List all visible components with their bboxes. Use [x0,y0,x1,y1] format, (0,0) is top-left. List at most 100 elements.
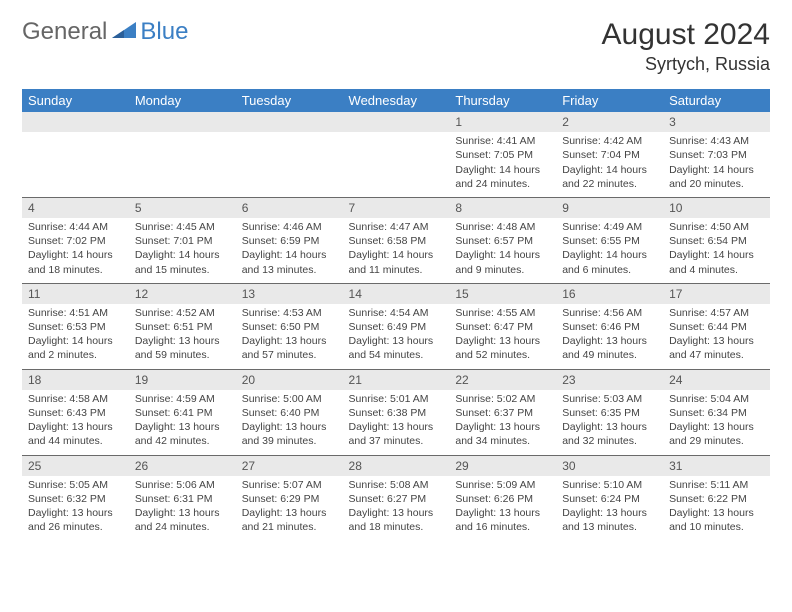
day-body: Sunrise: 4:43 AMSunset: 7:03 PMDaylight:… [663,132,770,197]
day-body: Sunrise: 5:08 AMSunset: 6:27 PMDaylight:… [343,476,450,541]
sunset-line: Sunset: 6:50 PM [242,320,337,334]
sunset-line: Sunset: 6:32 PM [28,492,123,506]
day-number-bar: 4 [22,198,129,218]
sunrise-line: Sunrise: 5:04 AM [669,392,764,406]
day-body: Sunrise: 4:56 AMSunset: 6:46 PMDaylight:… [556,304,663,369]
sunrise-line: Sunrise: 4:54 AM [349,306,444,320]
calendar-day-cell: 25Sunrise: 5:05 AMSunset: 6:32 PMDayligh… [22,455,129,540]
calendar-day-cell: 15 Sunrise: 4:55 AMSunset: 6:47 PMDayligh… [449,283,556,369]
calendar-day-cell: 2Sunrise: 4:42 AMSunset: 7:04 PMDaylight… [556,112,663,197]
daylight-line: Daylight: 14 hours and 13 minutes. [242,248,337,276]
day-body: Sunrise: 4:53 AMSunset: 6:50 PMDaylight:… [236,304,343,369]
sunrise-line: Sunrise: 5:03 AM [562,392,657,406]
sunrise-line: Sunrise: 5:08 AM [349,478,444,492]
daylight-line: Daylight: 14 hours and 11 minutes. [349,248,444,276]
sunrise-line: Sunrise: 4:48 AM [455,220,550,234]
day-body: Sunrise: 4:47 AMSunset: 6:58 PMDaylight:… [343,218,450,283]
day-body: Sunrise: 5:00 AMSunset: 6:40 PMDaylight:… [236,390,343,455]
sunrise-line: Sunrise: 4:51 AM [28,306,123,320]
day-number-bar: 24 [663,370,770,390]
sunset-line: Sunset: 6:55 PM [562,234,657,248]
daylight-line: Daylight: 13 hours and 34 minutes. [455,420,550,448]
calendar-day-cell: 19Sunrise: 4:59 AMSunset: 6:41 PMDayligh… [129,369,236,455]
calendar-day-cell [22,112,129,197]
sunrise-line: Sunrise: 5:10 AM [562,478,657,492]
day-number-bar: 18 [22,370,129,390]
day-number-bar: 19 [129,370,236,390]
day-number-bar: 20 [236,370,343,390]
sunrise-line: Sunrise: 5:09 AM [455,478,550,492]
calendar-day-cell: 13Sunrise: 4:53 AMSunset: 6:50 PMDayligh… [236,283,343,369]
sunrise-line: Sunrise: 4:43 AM [669,134,764,148]
sunset-line: Sunset: 6:49 PM [349,320,444,334]
calendar-day-cell: 16Sunrise: 4:56 AMSunset: 6:46 PMDayligh… [556,283,663,369]
sunrise-line: Sunrise: 5:01 AM [349,392,444,406]
sunset-line: Sunset: 6:57 PM [455,234,550,248]
day-body: Sunrise: 4:58 AMSunset: 6:43 PMDaylight:… [22,390,129,455]
day-number-bar: 5 [129,198,236,218]
day-number-bar [22,112,129,132]
sunset-line: Sunset: 7:05 PM [455,148,550,162]
sunrise-line: Sunrise: 4:50 AM [669,220,764,234]
day-number-bar: 1 [449,112,556,132]
day-body: Sunrise: 5:03 AMSunset: 6:35 PMDaylight:… [556,390,663,455]
sunset-line: Sunset: 7:02 PM [28,234,123,248]
day-number-bar: 11 [22,284,129,304]
calendar-day-cell: 3Sunrise: 4:43 AMSunset: 7:03 PMDaylight… [663,112,770,197]
day-body [343,132,450,154]
calendar-day-cell: 4Sunrise: 4:44 AMSunset: 7:02 PMDaylight… [22,197,129,283]
sunrise-line: Sunrise: 4:59 AM [135,392,230,406]
sunrise-line: Sunrise: 5:06 AM [135,478,230,492]
sunset-line: Sunset: 6:29 PM [242,492,337,506]
calendar-day-cell [343,112,450,197]
weekday-header: Monday [129,89,236,112]
calendar-day-cell: 31Sunrise: 5:11 AMSunset: 6:22 PMDayligh… [663,455,770,540]
calendar-week-row: 1Sunrise: 4:41 AMSunset: 7:05 PMDaylight… [22,112,770,197]
day-number-bar: 27 [236,456,343,476]
sunset-line: Sunset: 6:58 PM [349,234,444,248]
header: General Blue August 2024 Syrtych, Russia [22,18,770,75]
day-number-bar: 10 [663,198,770,218]
day-body: Sunrise: 5:10 AMSunset: 6:24 PMDaylight:… [556,476,663,541]
weekday-header: Saturday [663,89,770,112]
calendar-day-cell: 10Sunrise: 4:50 AMSunset: 6:54 PMDayligh… [663,197,770,283]
sunrise-line: Sunrise: 4:47 AM [349,220,444,234]
day-number-bar: 16 [556,284,663,304]
day-body: Sunrise: 4:52 AMSunset: 6:51 PMDaylight:… [129,304,236,369]
daylight-line: Daylight: 13 hours and 21 minutes. [242,506,337,534]
location: Syrtych, Russia [602,54,770,75]
day-body [129,132,236,154]
sunset-line: Sunset: 6:27 PM [349,492,444,506]
sunset-line: Sunset: 6:47 PM [455,320,550,334]
sunset-line: Sunset: 6:22 PM [669,492,764,506]
day-number-bar: 13 [236,284,343,304]
daylight-line: Daylight: 13 hours and 52 minutes. [455,334,550,362]
calendar-week-row: 4Sunrise: 4:44 AMSunset: 7:02 PMDaylight… [22,197,770,283]
day-body: Sunrise: 5:01 AMSunset: 6:38 PMDaylight:… [343,390,450,455]
sunset-line: Sunset: 6:40 PM [242,406,337,420]
calendar-day-cell: 5Sunrise: 4:45 AMSunset: 7:01 PMDaylight… [129,197,236,283]
daylight-line: Daylight: 13 hours and 29 minutes. [669,420,764,448]
day-number-bar: 15 [449,284,556,304]
brand-logo: General Blue [22,18,188,46]
sunset-line: Sunset: 7:03 PM [669,148,764,162]
weekday-header: Wednesday [343,89,450,112]
day-number-bar [129,112,236,132]
day-body [22,132,129,154]
sunrise-line: Sunrise: 5:02 AM [455,392,550,406]
day-body: Sunrise: 5:04 AMSunset: 6:34 PMDaylight:… [663,390,770,455]
sunset-line: Sunset: 6:34 PM [669,406,764,420]
sunrise-line: Sunrise: 5:07 AM [242,478,337,492]
weekday-header: Thursday [449,89,556,112]
daylight-line: Daylight: 13 hours and 18 minutes. [349,506,444,534]
day-number-bar: 28 [343,456,450,476]
day-body: Sunrise: 4:57 AMSunset: 6:44 PMDaylight:… [663,304,770,369]
daylight-line: Daylight: 13 hours and 44 minutes. [28,420,123,448]
day-body: Sunrise: 5:11 AMSunset: 6:22 PMDaylight:… [663,476,770,541]
sunset-line: Sunset: 6:54 PM [669,234,764,248]
sunset-line: Sunset: 7:01 PM [135,234,230,248]
calendar-week-row: 25Sunrise: 5:05 AMSunset: 6:32 PMDayligh… [22,455,770,540]
sunset-line: Sunset: 6:37 PM [455,406,550,420]
sunrise-line: Sunrise: 4:55 AM [455,306,550,320]
day-number-bar: 2 [556,112,663,132]
